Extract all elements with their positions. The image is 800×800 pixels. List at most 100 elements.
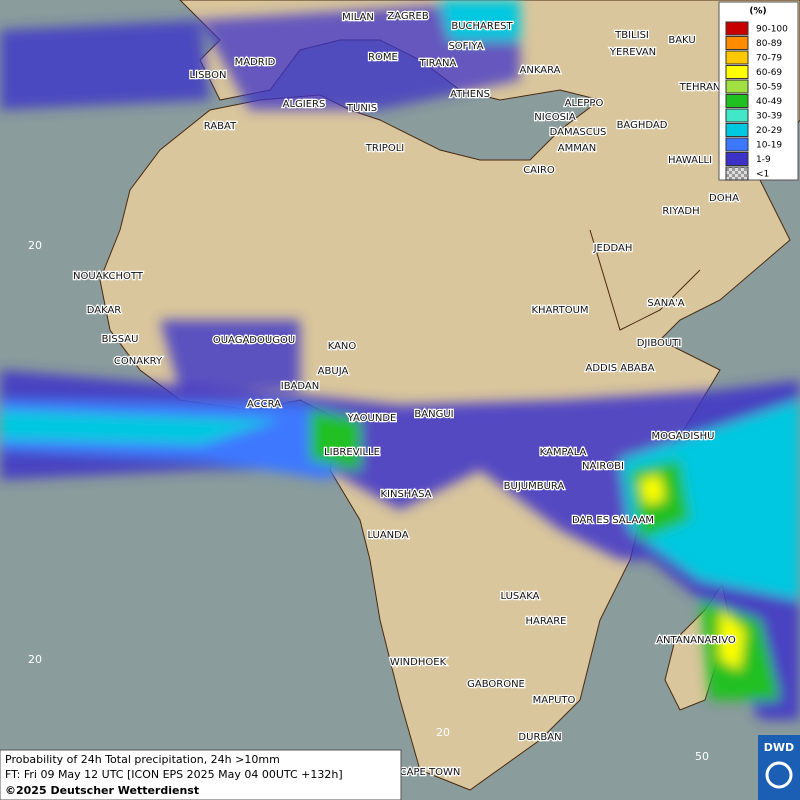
city-label: JEDDAH bbox=[593, 243, 633, 254]
city-label: TRIPOLI bbox=[365, 143, 404, 154]
legend-label: <1 bbox=[756, 170, 769, 180]
footer: Probability of 24h Total precipitation, … bbox=[0, 749, 402, 800]
city-label: NICOSIA bbox=[534, 112, 576, 123]
city-label: CONAKRY bbox=[114, 356, 163, 367]
city-label: LUSAKA bbox=[501, 591, 540, 602]
legend-rows: 90-100 80-89 70-79 60-69 50-59 40-49 30-39 20-2… bbox=[725, 21, 788, 181]
city-label: ROME bbox=[368, 52, 398, 63]
legend-swatch bbox=[725, 108, 749, 123]
legend-swatch bbox=[725, 137, 749, 152]
legend-swatch bbox=[725, 94, 749, 108]
city-label: ALEPPO bbox=[565, 98, 604, 109]
legend-label: 1-9 bbox=[756, 155, 771, 165]
city-label: BUJUMBURA bbox=[504, 481, 565, 492]
legend-label: 30-39 bbox=[756, 112, 782, 122]
legend-label: 90-100 bbox=[756, 25, 788, 35]
city-label: LIBREVILLE bbox=[324, 447, 380, 458]
legend-unit: (%) bbox=[749, 7, 766, 17]
logo-icon bbox=[765, 761, 793, 789]
city-label: MILAN bbox=[342, 12, 374, 23]
city-label: TEHRAN bbox=[679, 82, 721, 93]
grid-label: 50 bbox=[695, 750, 709, 763]
city-label: DURBAN bbox=[518, 732, 561, 743]
logo-text: DWD bbox=[764, 741, 794, 754]
city-label: TUNIS bbox=[346, 103, 377, 114]
legend-label: 60-69 bbox=[756, 68, 782, 78]
city-label: CAIRO bbox=[523, 165, 555, 176]
city-label: BAGHDAD bbox=[617, 120, 668, 131]
city-label: KINSHASA bbox=[380, 489, 431, 500]
legend-label: 10-19 bbox=[756, 141, 782, 151]
city-label: NAIROBI bbox=[582, 461, 624, 472]
city-label: DOHA bbox=[709, 193, 739, 204]
grid-label: 20 bbox=[28, 653, 42, 666]
grid-label: 20 bbox=[28, 239, 42, 252]
legend-swatch bbox=[725, 123, 749, 137]
city-label: BAKU bbox=[668, 35, 695, 46]
legend-swatch bbox=[725, 36, 749, 50]
city-label: RIYADH bbox=[662, 206, 699, 217]
city-label: BISSAU bbox=[102, 334, 139, 345]
precip-field bbox=[0, 0, 800, 720]
city-label: BUCHAREST bbox=[451, 21, 513, 32]
legend-swatch bbox=[725, 166, 749, 181]
city-label: RABAT bbox=[204, 121, 237, 132]
city-label: KANO bbox=[328, 341, 357, 352]
city-label: YAOUNDE bbox=[347, 413, 397, 424]
logo-box bbox=[758, 735, 800, 800]
legend-swatch bbox=[725, 152, 749, 166]
city-label: DAKAR bbox=[87, 305, 122, 316]
legend-label: 20-29 bbox=[756, 126, 782, 136]
city-label: KHARTOUM bbox=[531, 305, 588, 316]
city-labels: MILAN ZAGREB BUCHAREST TBILISI BAKU SOFIYA ROM… bbox=[72, 10, 741, 780]
city-label: MAPUTO bbox=[533, 695, 576, 706]
city-label: AMMAN bbox=[558, 143, 596, 154]
footer-box bbox=[0, 749, 402, 800]
city-label: ZAGREB bbox=[387, 11, 429, 22]
city-label: ALGIERS bbox=[283, 99, 326, 110]
city-label: HAWALLI bbox=[668, 155, 712, 166]
city-label: HARARE bbox=[525, 616, 566, 627]
city-label: WINDHOEK bbox=[390, 657, 447, 668]
city-label: KAMPALA bbox=[540, 447, 587, 458]
city-label: ANTANANARIVO bbox=[656, 635, 736, 646]
city-label: DJIBOUTI bbox=[637, 338, 682, 349]
legend-label: 50-59 bbox=[756, 83, 782, 93]
footer-line: ©2025 Deutscher Wetterdienst bbox=[5, 784, 199, 797]
city-label: YEREVAN bbox=[609, 47, 656, 58]
city-label: ATHENS bbox=[450, 89, 490, 100]
city-label: TBILISI bbox=[614, 30, 649, 41]
city-label: SOFIYA bbox=[448, 41, 483, 52]
city-label: OUAGADOUGOU bbox=[213, 335, 295, 346]
city-label: SANA'A bbox=[647, 298, 684, 309]
city-label: IBADAN bbox=[281, 381, 320, 392]
city-label: TIRANA bbox=[419, 58, 457, 69]
city-label: ANKARA bbox=[520, 65, 561, 76]
city-label: LISBON bbox=[190, 70, 227, 81]
grid-label: 20 bbox=[436, 726, 450, 739]
city-label: MADRID bbox=[235, 57, 276, 68]
legend-swatch bbox=[725, 65, 749, 79]
city-label: ADDIS ABABA bbox=[586, 363, 655, 374]
city-label: CAPE TOWN bbox=[400, 767, 461, 778]
footer-line: Probability of 24h Total precipitation, … bbox=[5, 753, 280, 766]
legend-swatch bbox=[725, 79, 749, 94]
city-label: LUANDA bbox=[367, 530, 408, 541]
footer-line: FT: Fri 09 May 12 UTC [ICON EPS 2025 May… bbox=[5, 768, 343, 781]
city-label: GABORONE bbox=[467, 679, 525, 690]
logo: DWD bbox=[758, 735, 800, 800]
legend-label: 40-49 bbox=[756, 97, 782, 107]
city-label: ACCRA bbox=[247, 399, 281, 410]
city-label: DAMASCUS bbox=[550, 127, 607, 138]
city-label: DAR ES SALAAM bbox=[572, 515, 654, 526]
legend: (%) 90-100 80-89 70-79 60-69 50-59 40-49 30-39… bbox=[718, 1, 799, 181]
city-label: NOUAKCHOTT bbox=[73, 271, 144, 282]
legend-swatch bbox=[725, 21, 749, 36]
city-label: ABUJA bbox=[318, 366, 349, 377]
city-label: MOGADISHU bbox=[652, 431, 715, 442]
legend-swatch bbox=[725, 50, 749, 65]
legend-label: 70-79 bbox=[756, 54, 782, 64]
city-label: BANGUI bbox=[414, 409, 453, 420]
legend-label: 80-89 bbox=[756, 39, 782, 49]
